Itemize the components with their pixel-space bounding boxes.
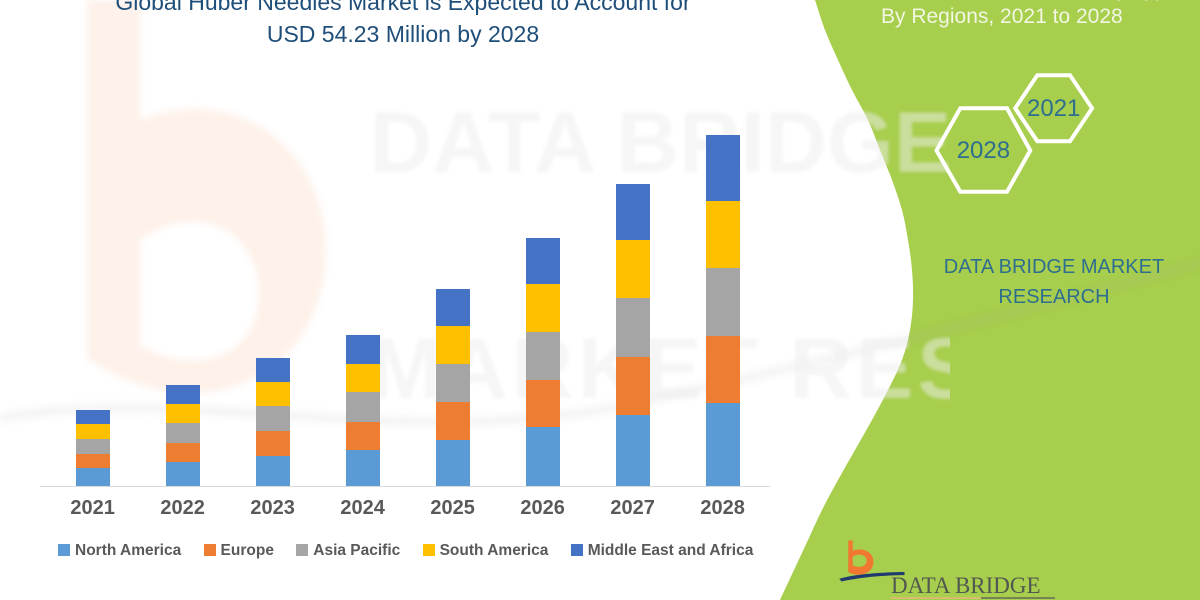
svg-text:DATA BRIDGE: DATA BRIDGE bbox=[891, 573, 1041, 598]
svg-text:2028: 2028 bbox=[957, 137, 1010, 164]
svg-text:2021: 2021 bbox=[1027, 95, 1080, 122]
